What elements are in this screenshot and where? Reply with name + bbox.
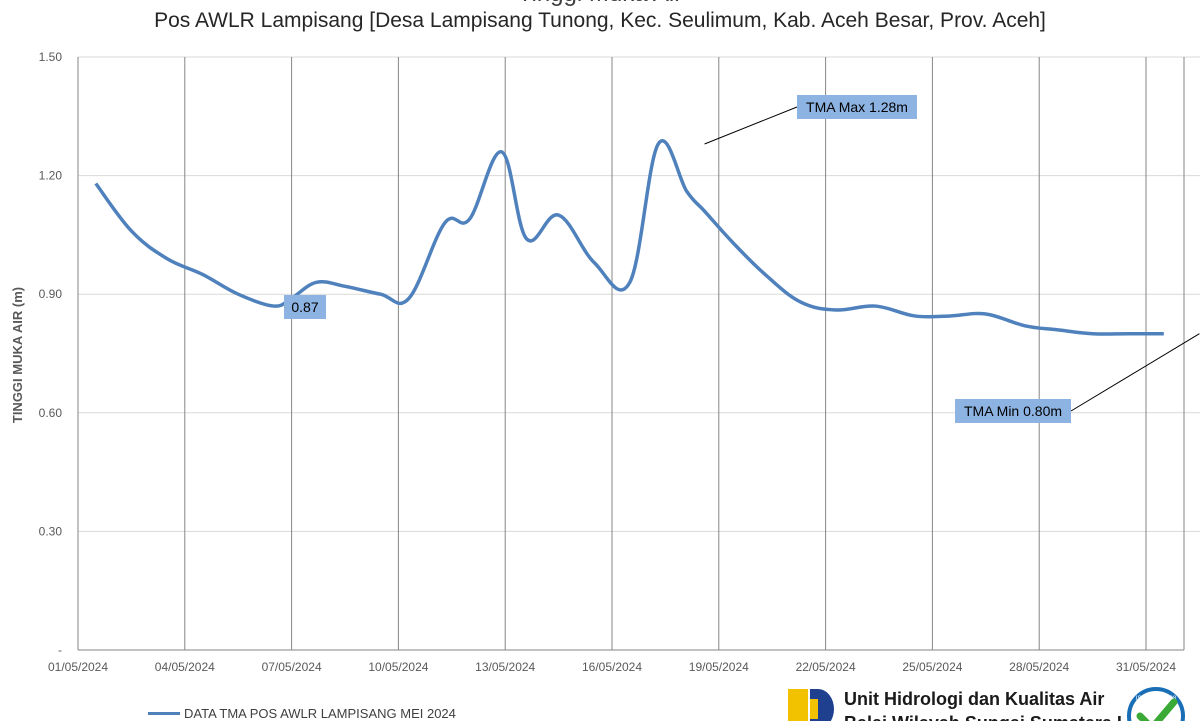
- x-tick-label: 13/05/2024: [475, 660, 535, 674]
- series-group: [94, 139, 1164, 336]
- y-axis-ticks: - 0.30 0.60 0.90 1.20 1.50: [39, 50, 63, 657]
- legend-swatch: [148, 712, 180, 715]
- callout-leader-line: [704, 106, 798, 145]
- callout-label: TMA Max 1.28m: [806, 99, 908, 115]
- x-tick-label: 16/05/2024: [582, 660, 642, 674]
- iso-badge-text: ISO 9001:2008: [1136, 696, 1177, 702]
- callout-leader-line: [1070, 333, 1200, 412]
- callout-label: TMA Min 0.80m: [964, 403, 1062, 419]
- y-tick-label: 0.90: [39, 287, 63, 301]
- institution-footer: Unit Hidrologi dan Kualitas Air Balai Wi…: [788, 686, 1200, 721]
- legend: DATA TMA POS AWLR LAMPISANG MEI 2024: [148, 706, 456, 721]
- x-tick-label: 10/05/2024: [368, 660, 428, 674]
- iso-certification-badge-icon: ISO 9001:2008: [1127, 687, 1185, 721]
- x-tick-label: 19/05/2024: [689, 660, 749, 674]
- x-tick-label: 22/05/2024: [796, 660, 856, 674]
- grid-lines: [77, 56, 1200, 650]
- series-line: [94, 139, 1164, 336]
- x-tick-label: 31/05/2024: [1116, 660, 1176, 674]
- y-tick-label: 1.50: [39, 50, 63, 64]
- x-tick-label: 07/05/2024: [262, 660, 322, 674]
- y-tick-label: 1.20: [39, 169, 63, 183]
- callout-box: [797, 95, 917, 119]
- chart-subtitle: Pos AWLR Lampisang [Desa Lampisang Tunon…: [154, 9, 1046, 32]
- y-tick-label: 0.60: [39, 406, 63, 420]
- pupr-logo-icon: [788, 689, 834, 721]
- x-tick-label: 04/05/2024: [155, 660, 215, 674]
- x-tick-label: 25/05/2024: [902, 660, 962, 674]
- x-tick-label: 28/05/2024: [1009, 660, 1069, 674]
- chart-title: Tinggi Muka Air: [0, 0, 1200, 8]
- callout-label: 0.87: [291, 299, 318, 315]
- x-axis-ticks: 01/05/2024 04/05/2024 07/05/2024 10/05/2024…: [48, 660, 1176, 674]
- callout-box: [955, 399, 1071, 423]
- annotations: 0.87 TMA Max 1.28m TMA Min 0.80m: [284, 95, 1200, 423]
- y-tick-label: 0.30: [39, 524, 63, 538]
- y-tick-label: -: [58, 643, 62, 657]
- y-axis-label: TINGGI MUKA AIR (m): [10, 287, 25, 423]
- callout-box: [284, 295, 326, 319]
- institution-subname: Balai Wilayah Sungai Sumatera I: [844, 713, 1122, 721]
- institution-name: Unit Hidrologi dan Kualitas Air: [844, 689, 1105, 709]
- x-tick-label: 01/05/2024: [48, 660, 108, 674]
- legend-label: DATA TMA POS AWLR LAMPISANG MEI 2024: [184, 706, 456, 721]
